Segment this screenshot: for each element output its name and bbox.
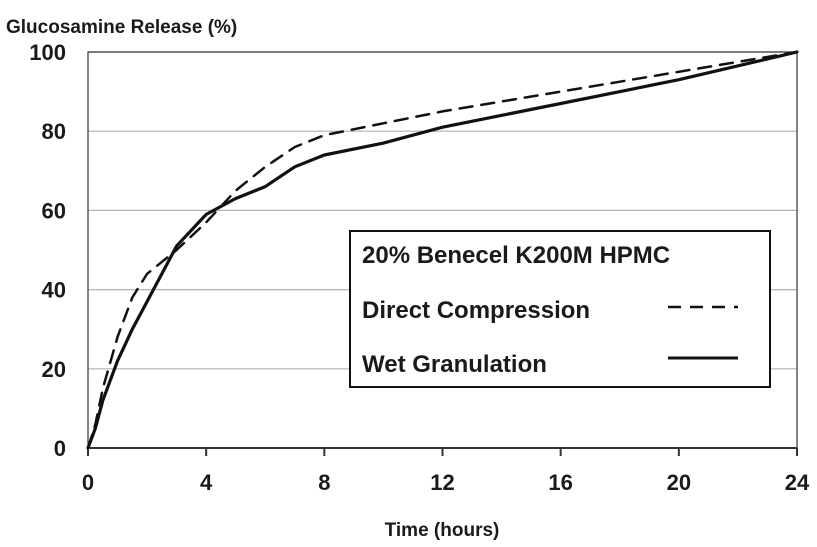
y-axis-label: Glucosamine Release (%) (6, 17, 237, 38)
x-tick-label-8: 8 (318, 470, 330, 495)
y-tick-label-60: 60 (42, 198, 66, 223)
series-line-direct-compression (86, 50, 799, 450)
series-lines (86, 50, 799, 450)
series-line-wet-granulation (86, 50, 799, 450)
x-axis-label: Time (hours) (385, 520, 500, 541)
x-tick-label-4: 4 (200, 470, 213, 495)
x-tick-label-24: 24 (785, 470, 810, 495)
x-tick-label-12: 12 (430, 470, 454, 495)
legend-label-wet-granulation: Wet Granulation (362, 351, 547, 378)
y-tick-labels: 0 20 40 60 80 100 (29, 40, 66, 461)
y-tick-label-0: 0 (54, 436, 66, 461)
x-tick-label-0: 0 (82, 470, 94, 495)
x-tick-label-16: 16 (548, 470, 572, 495)
legend: 20% Benecel K200M HPMC Direct Compressio… (349, 230, 771, 388)
x-tick-labels: 0 4 8 12 16 20 24 (82, 448, 810, 495)
y-tick-label-20: 20 (42, 357, 66, 382)
legend-box (349, 230, 771, 388)
y-tick-label-80: 80 (42, 119, 66, 144)
legend-title: 20% Benecel K200M HPMC (362, 242, 670, 269)
y-tick-label-40: 40 (42, 278, 66, 303)
y-tick-label-100: 100 (29, 40, 66, 65)
x-tick-label-20: 20 (667, 470, 691, 495)
legend-label-direct-compression: Direct Compression (362, 297, 590, 324)
